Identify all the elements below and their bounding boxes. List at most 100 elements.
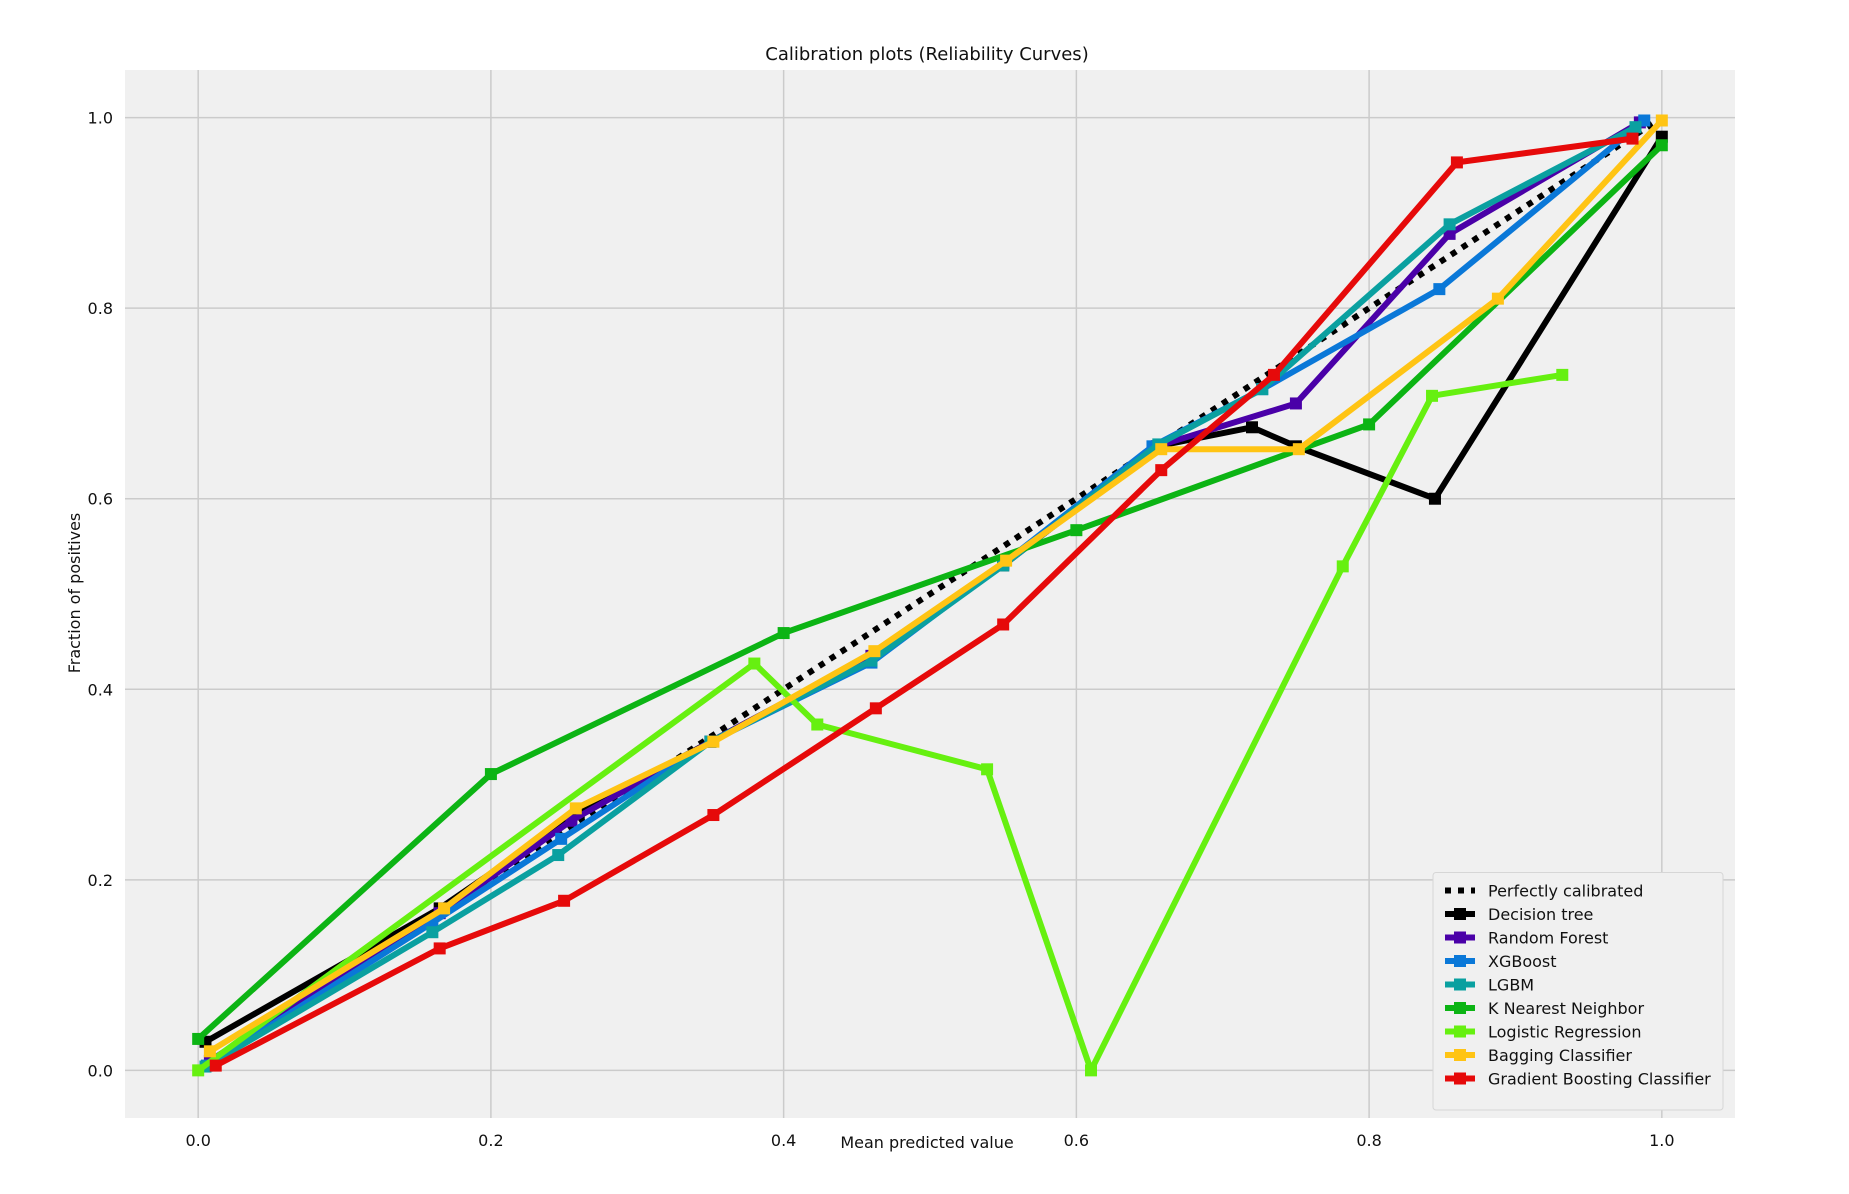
data-point-logistic-regression bbox=[1336, 560, 1349, 573]
chart-title: Calibration plots (Reliability Curves) bbox=[765, 44, 1088, 65]
legend-label-xgboost: XGBoost bbox=[1488, 952, 1557, 971]
legend-label-random-forest: Random Forest bbox=[1488, 929, 1608, 948]
x-tick-label: 1.0 bbox=[1649, 1131, 1674, 1150]
data-point-k-nearest-neighbor bbox=[192, 1032, 205, 1045]
data-point-k-nearest-neighbor bbox=[1070, 524, 1083, 537]
data-point-gradient-boosting-classifier bbox=[997, 618, 1010, 631]
data-point-xgboost bbox=[555, 832, 568, 845]
data-point-bagging-classifier bbox=[868, 645, 881, 658]
series-line-bagging-classifier bbox=[208, 118, 1665, 1054]
legend-frame bbox=[1432, 872, 1724, 1111]
data-point-random-forest bbox=[1289, 397, 1302, 410]
y-axis-label: Fraction of positives bbox=[65, 513, 84, 674]
series-bagging-classifier bbox=[203, 114, 1668, 1058]
legend-marker-random-forest bbox=[1454, 931, 1466, 944]
data-point-gradient-boosting-classifier bbox=[1267, 368, 1280, 381]
x-tick-label: 0.2 bbox=[478, 1131, 503, 1150]
legend-label-logistic-regression: Logistic Regression bbox=[1488, 1023, 1641, 1042]
data-point-lgbm bbox=[1443, 218, 1456, 231]
y-tick-label: 0.6 bbox=[88, 490, 113, 509]
data-point-gradient-boosting-classifier bbox=[1155, 464, 1168, 477]
legend-label-decision-tree: Decision tree bbox=[1488, 905, 1593, 924]
legend-label-perfectly-calibrated: Perfectly calibrated bbox=[1488, 882, 1643, 901]
data-point-bagging-classifier bbox=[1491, 292, 1504, 305]
data-point-lgbm bbox=[1629, 121, 1642, 134]
grid-lines bbox=[125, 70, 1735, 1118]
tick-labels: 0.0 0.2 0.4 0.6 0.8 1.0 0.0 0.2 0.4 0.6 0.8 1.0 bbox=[88, 109, 1675, 1150]
data-point-logistic-regression bbox=[1085, 1064, 1097, 1077]
data-point-logistic-regression bbox=[1426, 389, 1439, 402]
data-point-bagging-classifier bbox=[1655, 114, 1668, 127]
y-tick-label: 1.0 bbox=[88, 109, 113, 128]
series-logistic-regression bbox=[192, 368, 1569, 1077]
y-tick-label: 0.8 bbox=[88, 299, 113, 318]
data-point-lgbm bbox=[426, 926, 439, 939]
series-k-nearest-neighbor bbox=[192, 139, 1668, 1045]
data-point-decision-tree bbox=[1428, 492, 1441, 505]
data-point-k-nearest-neighbor bbox=[777, 627, 790, 640]
x-tick-label: 0.0 bbox=[185, 1131, 210, 1150]
legend-item-lgbm: LGBM bbox=[1445, 976, 1534, 995]
legend-label-gradient-boosting-classifier: Gradient Boosting Classifier bbox=[1488, 1070, 1711, 1089]
data-point-gradient-boosting-classifier bbox=[869, 702, 882, 715]
legend-item-logistic-regression: Logistic Regression bbox=[1445, 1023, 1641, 1042]
legend-label-lgbm: LGBM bbox=[1488, 976, 1534, 995]
series-lgbm bbox=[199, 121, 1642, 1073]
x-tick-label: 0.8 bbox=[1356, 1131, 1381, 1150]
data-point-gradient-boosting-classifier bbox=[707, 809, 720, 822]
x-tick-label: 0.4 bbox=[771, 1131, 796, 1150]
legend-item-xgboost: XGBoost bbox=[1445, 952, 1557, 971]
data-point-logistic-regression bbox=[1556, 368, 1569, 381]
data-point-bagging-classifier bbox=[203, 1045, 216, 1058]
data-point-bagging-classifier bbox=[707, 735, 720, 748]
data-point-k-nearest-neighbor bbox=[1655, 139, 1668, 152]
series-line-gradient-boosting-classifier bbox=[214, 135, 1633, 1069]
data-point-lgbm bbox=[552, 849, 565, 862]
legend-marker-lgbm bbox=[1454, 978, 1466, 991]
data-point-logistic-regression bbox=[981, 763, 994, 776]
legend-item-bagging-classifier: Bagging Classifier bbox=[1445, 1046, 1632, 1065]
legend-label-bagging-classifier: Bagging Classifier bbox=[1488, 1046, 1632, 1065]
legend-marker-gradient-boosting-classifier bbox=[1454, 1072, 1466, 1085]
data-point-gradient-boosting-classifier bbox=[1626, 132, 1639, 145]
series-line-lgbm bbox=[203, 124, 1637, 1070]
data-point-bagging-classifier bbox=[1292, 443, 1305, 456]
legend-marker-xgboost bbox=[1454, 955, 1466, 967]
legend-marker-decision-tree bbox=[1454, 908, 1466, 920]
data-point-decision-tree bbox=[1246, 421, 1258, 434]
legend-label-k-nearest-neighbor: K Nearest Neighbor bbox=[1488, 999, 1644, 1018]
data-point-logistic-regression bbox=[748, 657, 761, 670]
series-line-logistic-regression bbox=[196, 371, 1563, 1074]
legend-marker-logistic-regression bbox=[1454, 1025, 1466, 1038]
data-point-gradient-boosting-classifier bbox=[558, 894, 571, 907]
series-line-k-nearest-neighbor bbox=[196, 143, 1664, 1042]
data-point-k-nearest-neighbor bbox=[1363, 418, 1376, 431]
data-point-bagging-classifier bbox=[1155, 443, 1168, 456]
legend-item-k-nearest-neighbor: K Nearest Neighbor bbox=[1445, 999, 1644, 1018]
series-gradient-boosting-classifier bbox=[209, 132, 1639, 1072]
data-point-k-nearest-neighbor bbox=[484, 768, 497, 781]
series-group bbox=[192, 114, 1668, 1077]
data-point-logistic-regression bbox=[811, 718, 824, 731]
data-point-logistic-regression bbox=[192, 1064, 205, 1077]
legend-item-perfectly-calibrated: Perfectly calibrated bbox=[1445, 882, 1643, 901]
y-tick-label: 0.2 bbox=[88, 871, 113, 890]
data-point-bagging-classifier bbox=[438, 902, 451, 915]
legend-item-random-forest: Random Forest bbox=[1445, 929, 1608, 948]
data-point-gradient-boosting-classifier bbox=[209, 1059, 222, 1072]
legend-marker-bagging-classifier bbox=[1454, 1049, 1466, 1061]
legend: Perfectly calibrated Decision tree Random … bbox=[1432, 872, 1724, 1111]
x-axis-label: Mean predicted value bbox=[840, 1133, 1013, 1152]
legend-item-gradient-boosting-classifier: Gradient Boosting Classifier bbox=[1445, 1070, 1711, 1089]
data-point-xgboost bbox=[1433, 283, 1446, 296]
data-point-bagging-classifier bbox=[1000, 554, 1013, 567]
legend-marker-k-nearest-neighbor bbox=[1454, 1002, 1466, 1014]
data-point-gradient-boosting-classifier bbox=[1450, 156, 1463, 169]
y-tick-label: 0.4 bbox=[88, 680, 113, 699]
data-point-bagging-classifier bbox=[569, 802, 582, 815]
y-tick-label: 0.0 bbox=[88, 1061, 113, 1080]
x-tick-label: 0.6 bbox=[1064, 1131, 1089, 1150]
legend-item-decision-tree: Decision tree bbox=[1445, 905, 1593, 924]
